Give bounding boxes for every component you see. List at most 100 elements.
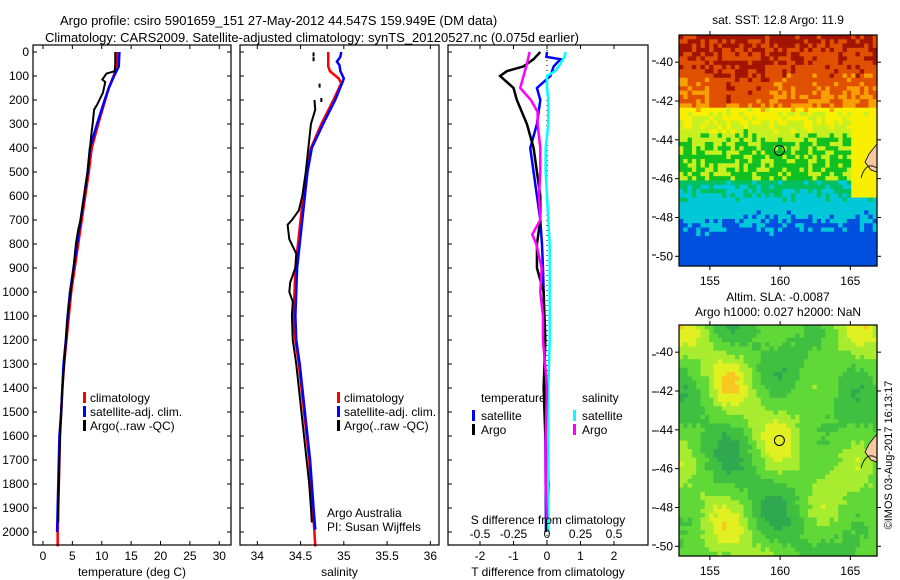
map-cell — [679, 402, 684, 407]
map-cell — [730, 479, 736, 484]
map-frame — [678, 34, 878, 267]
map-cell — [756, 342, 762, 347]
map-cell — [799, 236, 805, 241]
map-cell — [760, 124, 766, 130]
map-cell — [846, 363, 852, 369]
map-cell — [734, 342, 740, 347]
map-cell — [833, 423, 839, 429]
map-cell — [838, 453, 844, 459]
map-cell — [713, 389, 719, 395]
map-cell — [795, 73, 801, 79]
map-cell — [833, 354, 839, 360]
map-cell — [859, 440, 865, 446]
map-cell — [734, 52, 740, 57]
map-cell — [829, 376, 835, 382]
map-cell — [838, 39, 844, 45]
map-cell — [717, 116, 723, 122]
map-cell — [864, 410, 869, 416]
map-cell — [756, 214, 762, 220]
map-cell — [846, 133, 852, 139]
map-cell — [709, 457, 715, 463]
map-cell — [734, 431, 740, 437]
map-cell — [726, 94, 732, 100]
map-cell — [679, 86, 684, 92]
map-cell — [726, 350, 732, 356]
map-y-tick-label: -44 — [656, 133, 674, 147]
map-cell — [734, 372, 740, 377]
map-cell — [786, 99, 792, 105]
map-cell — [833, 112, 839, 117]
map-cell — [821, 325, 826, 330]
map-cell — [868, 214, 874, 220]
map-cell — [821, 346, 826, 352]
map-cell — [868, 530, 874, 536]
map-cell — [803, 231, 809, 237]
map-cell — [726, 180, 732, 186]
map-cell — [722, 449, 727, 454]
map-cell — [825, 180, 831, 186]
map-cell — [808, 184, 814, 190]
map-cell — [795, 389, 801, 395]
map-cell — [846, 69, 852, 75]
map-cell — [829, 35, 835, 40]
map-cell — [704, 201, 710, 207]
map-cell — [760, 342, 766, 347]
sla-map: 155 160 165-40-42-44-46-48-50 — [656, 321, 881, 578]
map-cell — [868, 508, 874, 514]
map-cell — [816, 470, 822, 476]
map-cell — [799, 112, 805, 117]
map-cell — [700, 137, 706, 143]
map-cell — [778, 521, 783, 527]
map-cell — [730, 253, 736, 259]
map-cell — [855, 180, 861, 186]
map-cell — [765, 474, 770, 480]
map-cell — [722, 363, 727, 369]
map-cell — [679, 52, 684, 57]
map-cell — [808, 372, 814, 377]
map-cell — [812, 39, 818, 45]
map-cell — [833, 227, 839, 233]
map-cell — [760, 367, 766, 373]
map-cell — [799, 393, 805, 399]
map-cell — [730, 354, 736, 360]
map-cell — [778, 397, 783, 403]
map-cell — [842, 206, 848, 211]
map-cell — [821, 150, 826, 156]
map-cell — [868, 244, 874, 250]
map-cell — [679, 466, 684, 472]
map-cell — [709, 526, 715, 531]
map-cell — [808, 56, 814, 62]
map-cell — [713, 176, 719, 182]
map-cell — [790, 461, 796, 467]
map-cell — [825, 431, 831, 437]
map-cell — [851, 513, 857, 519]
map-cell — [829, 52, 835, 57]
map-cell — [691, 474, 697, 480]
map-cell — [872, 380, 878, 386]
map-cell — [786, 530, 792, 536]
map-cell — [790, 491, 796, 497]
map-cell — [752, 201, 758, 207]
map-cell — [773, 440, 779, 446]
map-cell — [752, 163, 758, 169]
map-cell — [846, 167, 852, 173]
map-cell — [722, 333, 727, 339]
map-cell — [838, 431, 844, 437]
map-cell — [726, 526, 732, 531]
map-cell — [717, 69, 723, 75]
map-cell — [773, 120, 779, 126]
map-cell — [765, 184, 770, 190]
map-cell — [683, 380, 689, 386]
map-cell — [722, 146, 727, 152]
map-cell — [739, 124, 745, 130]
x2-tick-label: 0.25 — [569, 527, 593, 541]
map-cell — [859, 397, 865, 403]
map-cell — [696, 504, 702, 510]
map-cell — [773, 129, 779, 134]
map-cell — [859, 120, 865, 126]
map-cell — [773, 363, 779, 369]
map-cell — [756, 47, 762, 53]
map-cell — [734, 150, 740, 156]
map-cell — [782, 513, 788, 519]
map-cell — [696, 43, 702, 49]
